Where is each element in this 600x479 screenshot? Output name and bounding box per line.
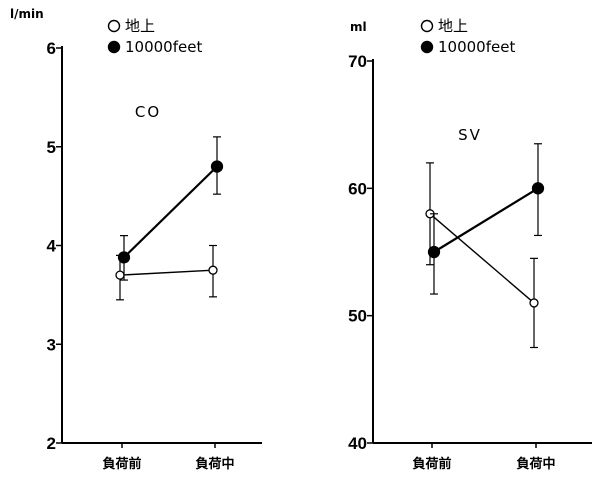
- legend-label: 10000feet: [438, 38, 515, 56]
- y-unit-label: ml: [350, 20, 367, 34]
- co-panel: 2 3 4 5 6 負荷前 負荷中 l/min CO 地上 10000feet: [10, 7, 262, 472]
- legend-label: 地上: [125, 17, 155, 35]
- legend-label: 10000feet: [125, 38, 202, 56]
- legend-marker: [107, 40, 121, 54]
- panel-title: CO: [135, 103, 161, 121]
- series-line-10000feet: [123, 165, 218, 259]
- data-point: [208, 265, 218, 275]
- panel-title: SV: [458, 126, 482, 144]
- series-line-10000feet: [433, 187, 539, 253]
- data-point: [427, 245, 441, 259]
- y-tick-label: 70: [348, 52, 367, 71]
- legend-marker: [420, 19, 434, 33]
- x-category-label: 負荷中: [195, 456, 234, 472]
- x-category-label: 負荷前: [412, 456, 451, 472]
- data-point: [117, 251, 131, 264]
- legend-label: 地上: [438, 17, 468, 35]
- data-point: [529, 298, 539, 308]
- data-point: [115, 270, 125, 280]
- y-tick-label: 60: [348, 179, 367, 198]
- legend-marker: [420, 40, 434, 54]
- y-tick-label: 4: [47, 237, 57, 256]
- y-unit-label: l/min: [10, 7, 44, 21]
- x-category-label: 負荷中: [516, 456, 555, 472]
- y-tick-label: 6: [47, 39, 56, 58]
- sv-panel: 40 50 60 70 負荷前 負荷中 ml SV 地上 10000feet: [348, 17, 592, 472]
- y-tick-label: 40: [348, 434, 367, 453]
- series-line-ground: [429, 213, 535, 304]
- y-tick-label: 5: [47, 138, 56, 157]
- x-category-label: 負荷前: [102, 456, 141, 472]
- y-tick-label: 50: [348, 307, 367, 326]
- y-tick-label: 3: [47, 335, 56, 354]
- data-point: [531, 182, 545, 195]
- series-line-ground: [119, 269, 214, 276]
- legend-marker: [107, 19, 121, 33]
- y-tick-label: 2: [47, 434, 56, 453]
- data-point: [210, 160, 224, 173]
